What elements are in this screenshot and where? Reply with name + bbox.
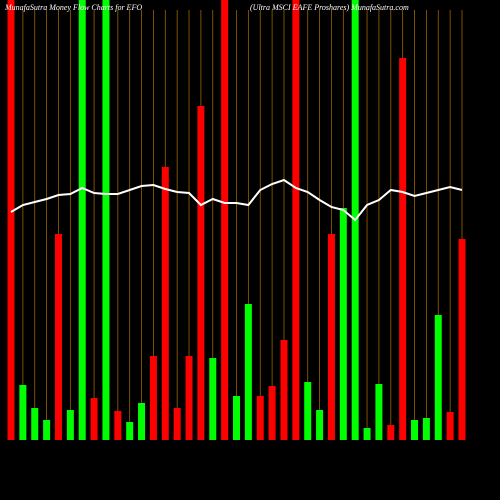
bar bbox=[102, 0, 110, 440]
bar bbox=[54, 234, 62, 440]
bar bbox=[197, 106, 205, 440]
bar bbox=[78, 0, 86, 440]
bar bbox=[126, 422, 134, 440]
bar bbox=[31, 408, 39, 440]
bar bbox=[149, 356, 157, 440]
bar bbox=[327, 234, 335, 440]
bar bbox=[375, 384, 383, 440]
bar bbox=[185, 356, 193, 440]
bar bbox=[411, 420, 419, 440]
flow-line bbox=[10, 178, 463, 222]
bar bbox=[114, 411, 122, 440]
bar bbox=[363, 428, 371, 440]
bar bbox=[19, 385, 27, 440]
bar bbox=[244, 304, 252, 440]
bar bbox=[90, 398, 98, 440]
bar bbox=[422, 418, 430, 440]
bar bbox=[256, 396, 264, 440]
bar bbox=[233, 396, 240, 440]
bar bbox=[292, 0, 300, 440]
bar bbox=[173, 408, 181, 440]
bar bbox=[280, 340, 288, 440]
bar bbox=[268, 386, 276, 440]
bar bbox=[209, 358, 217, 440]
chart-title: MunafaSutra Money Flow Charts for EFO bbox=[4, 3, 142, 12]
bar bbox=[434, 315, 442, 440]
bar bbox=[221, 0, 229, 440]
bar bbox=[66, 410, 74, 440]
bar bbox=[43, 420, 51, 440]
bar bbox=[304, 382, 312, 440]
bar bbox=[399, 58, 407, 440]
bar bbox=[138, 403, 146, 440]
bar bbox=[387, 425, 395, 440]
bar bbox=[458, 239, 466, 440]
bar bbox=[446, 412, 454, 440]
bar bbox=[339, 208, 347, 440]
chart-subtitle: (Ultra MSCI EAFE Proshares) MunafaSutra.… bbox=[250, 3, 409, 12]
bar bbox=[7, 0, 15, 440]
bar bbox=[316, 410, 324, 440]
bar bbox=[161, 167, 169, 440]
